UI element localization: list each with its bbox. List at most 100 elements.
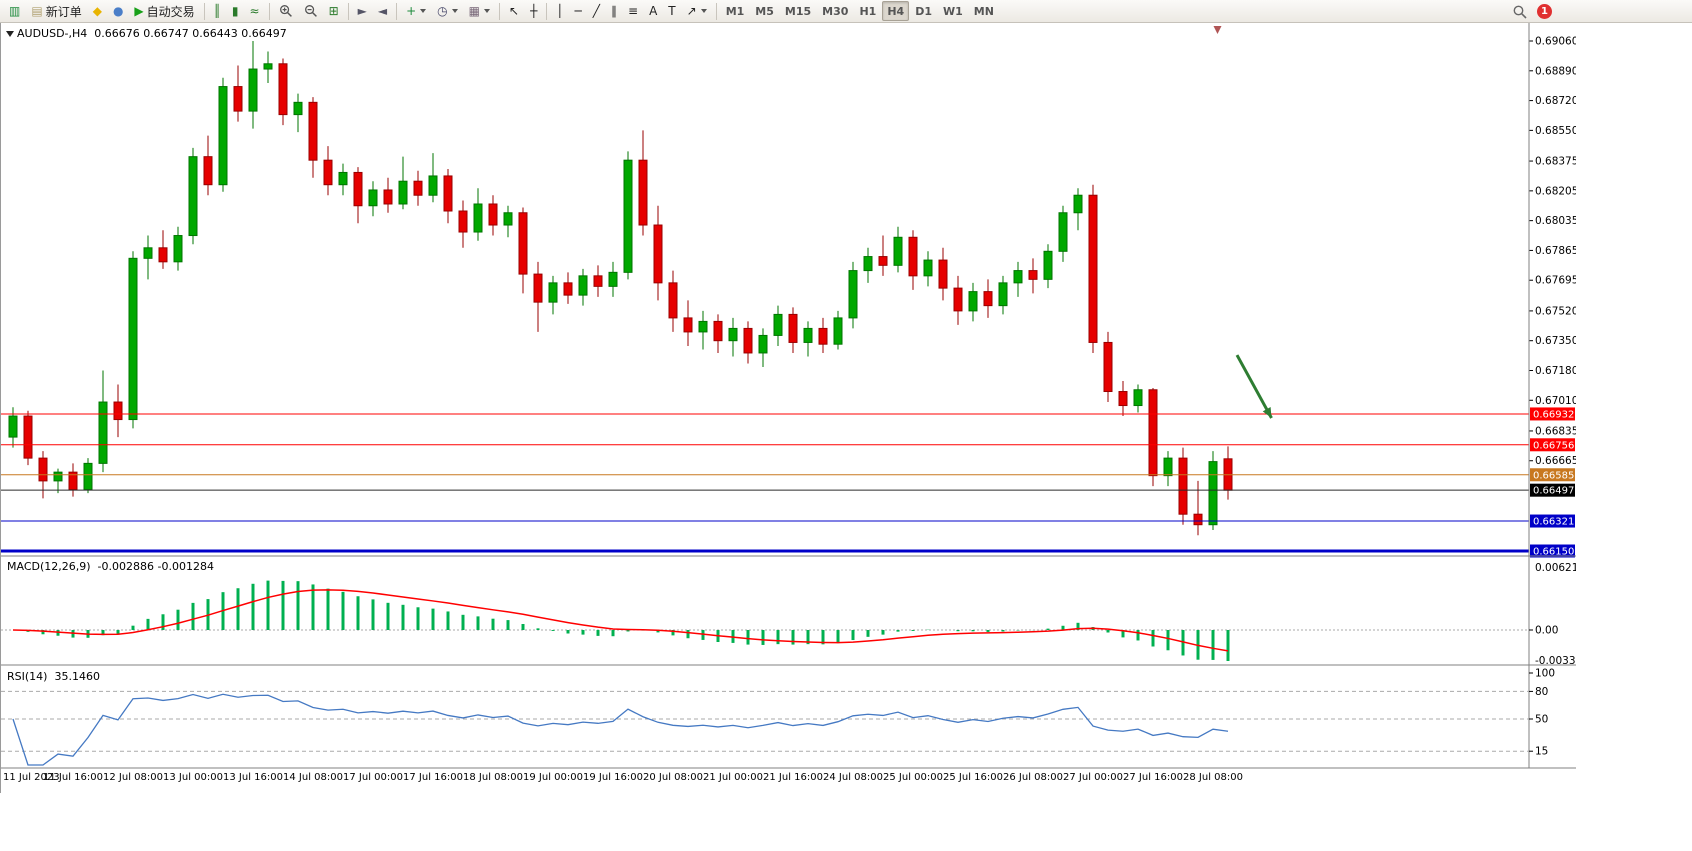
svg-text:0.66150: 0.66150 [1533,547,1574,558]
auto-trading-label: 自动交易 [146,4,195,19]
timeframe-mn-button[interactable]: MN [969,1,999,21]
timeframe-m15-label: M15 [784,4,812,18]
rsi-name-label: RSI(14) [7,670,48,683]
toolbar-separator [268,2,270,20]
price-chart-canvas[interactable]: 0.66932 0.66756 0.66585 0.66321 0.66150 0.664… [1,23,1576,793]
svg-text:0.006216: 0.006216 [1535,562,1576,574]
timeframe-d1-button[interactable]: D1 [910,1,937,21]
auto-scroll-icon: ► [357,4,367,18]
cursor-button[interactable]: ↖ [504,1,524,21]
timeframe-m15-button[interactable]: M15 [780,1,816,21]
cursor-icon: ↖ [509,4,520,18]
svg-text:27 Jul 16:00: 27 Jul 16:00 [1123,772,1183,783]
caret-down-icon [451,9,458,13]
arrows-button[interactable]: ↗ [682,1,712,21]
metaeditor-button[interactable]: ◆ [88,1,107,21]
vertical-line-button[interactable]: │ [551,1,568,21]
candlestick-mode-icon: ▮ [231,4,239,18]
svg-text:0.66585: 0.66585 [1533,470,1574,481]
text-icon: A [649,4,658,18]
periods-button[interactable]: ◷ [432,1,462,21]
trend-arrow-annotation[interactable] [1235,354,1273,419]
timeframe-w1-button[interactable]: W1 [938,1,968,21]
svg-text:0.68550: 0.68550 [1535,125,1576,137]
magnifier-plus-icon [279,5,292,17]
chart-window: 0.66932 0.66756 0.66585 0.66321 0.66150 0.664… [0,23,1576,793]
text-label-button[interactable]: T [663,1,680,21]
candlestick-mode-button[interactable]: ▮ [227,1,244,21]
svg-text:26 Jul 08:00: 26 Jul 08:00 [1003,772,1063,783]
magnifier-minus-icon [304,5,317,17]
templates-button[interactable]: ▦ [464,1,495,21]
svg-text:27 Jul 00:00: 27 Jul 00:00 [1063,772,1123,783]
new-chart-button[interactable]: ▥ [4,1,25,21]
timeframe-m30-label: M30 [822,4,849,18]
svg-text:21 Jul 00:00: 21 Jul 00:00 [703,772,763,783]
svg-text:18 Jul 08:00: 18 Jul 08:00 [463,772,523,783]
auto-scroll-button[interactable]: ► [353,1,372,21]
line-chart-mode-button[interactable]: ≈ [245,1,265,21]
symbol-period-label: AUDUSD-,H4 [17,27,88,40]
text-button[interactable]: A [644,1,662,21]
svg-text:0.67010: 0.67010 [1535,395,1576,407]
price-lines-layer[interactable]: 0.66932 0.66756 0.66585 0.66321 0.66150 0.664… [1,407,1575,558]
periods-icon: ◷ [437,4,448,18]
auto-trading-button[interactable]: ▶ 自动交易 [129,1,199,21]
equidistant-channel-icon: ∥ [611,4,617,18]
caret-down-icon [484,9,490,13]
svg-text:0.66321: 0.66321 [1533,517,1574,528]
zoom-in-button[interactable] [274,1,298,21]
svg-text:0.67350: 0.67350 [1535,335,1576,347]
svg-text:0.68890: 0.68890 [1535,65,1576,77]
svg-text:13 Jul 00:00: 13 Jul 00:00 [163,772,223,783]
vertical-line-icon: │ [556,4,564,18]
macd-panel: 0.006216 0.00 -0.00332 [1,562,1576,667]
timeframe-m1-label: M1 [725,4,745,18]
chart-shift-button[interactable]: ◄ [373,1,392,21]
svg-text:11 Jul 2023: 11 Jul 2023 [3,772,60,783]
chart-menu-button[interactable] [4,29,16,39]
toolbar-separator [347,2,349,20]
toolbar: ▥ ▤ 新订单 ◆ ● ▶ 自动交易 ║ ▮ ≈ ⊞ ► ◄ + ◷ ▦ ↖ ┼ │ ─ ╱ ∥ ≡ A T ↗ M1 M5 M15 M3… [0,0,1692,23]
tile-windows-button[interactable]: ⊞ [324,1,344,21]
timeframe-m5-label: M5 [755,4,774,18]
indicators-button[interactable]: + [401,1,431,21]
zoom-out-button[interactable] [299,1,323,21]
toolbar-separator [396,2,398,20]
chart-shift-icon: ◄ [377,4,388,18]
notification-badge[interactable]: 1 [1537,4,1552,19]
price-axis[interactable]: 0.69060 0.68890 0.68720 0.68550 0.68375 0.682… [1528,23,1576,768]
svg-text:17 Jul 00:00: 17 Jul 00:00 [343,772,403,783]
market-button[interactable]: ● [108,1,128,21]
crosshair-button[interactable]: ┼ [525,1,542,21]
fibonacci-button[interactable]: ≡ [623,1,643,21]
templates-icon: ▦ [468,4,480,18]
svg-text:0.66756: 0.66756 [1533,440,1574,451]
crosshair-icon: ┼ [530,4,538,18]
bar-chart-mode-button[interactable]: ║ [209,1,226,21]
macd-name-label: MACD(12,26,9) [7,560,91,573]
search-icon[interactable] [1512,4,1528,20]
indicators-icon: + [406,4,417,18]
timeframe-h1-label: H1 [859,4,877,18]
equidistant-channel-button[interactable]: ∥ [606,1,622,21]
svg-text:15: 15 [1535,746,1548,758]
horizontal-line-button[interactable]: ─ [570,1,587,21]
timeframe-m30-button[interactable]: M30 [817,1,853,21]
svg-text:25 Jul 16:00: 25 Jul 16:00 [943,772,1003,783]
new-order-button[interactable]: ▤ 新订单 [26,1,86,21]
trendline-icon: ╱ [592,4,600,18]
timeframe-m1-button[interactable]: M1 [721,1,750,21]
chart-shift-marker[interactable] [1213,26,1222,34]
metaeditor-icon: ◆ [92,4,102,18]
timeframe-h4-button[interactable]: H4 [882,1,910,21]
svg-text:0.00: 0.00 [1535,625,1558,637]
trendline-button[interactable]: ╱ [588,1,605,21]
chart-title: AUDUSD-,H4 0.66676 0.66747 0.66443 0.664… [17,27,287,40]
svg-text:21 Jul 16:00: 21 Jul 16:00 [763,772,823,783]
timeframe-h1-button[interactable]: H1 [854,1,881,21]
timeframe-m5-button[interactable]: M5 [750,1,779,21]
svg-text:19 Jul 00:00: 19 Jul 00:00 [523,772,583,783]
svg-text:19 Jul 16:00: 19 Jul 16:00 [583,772,643,783]
